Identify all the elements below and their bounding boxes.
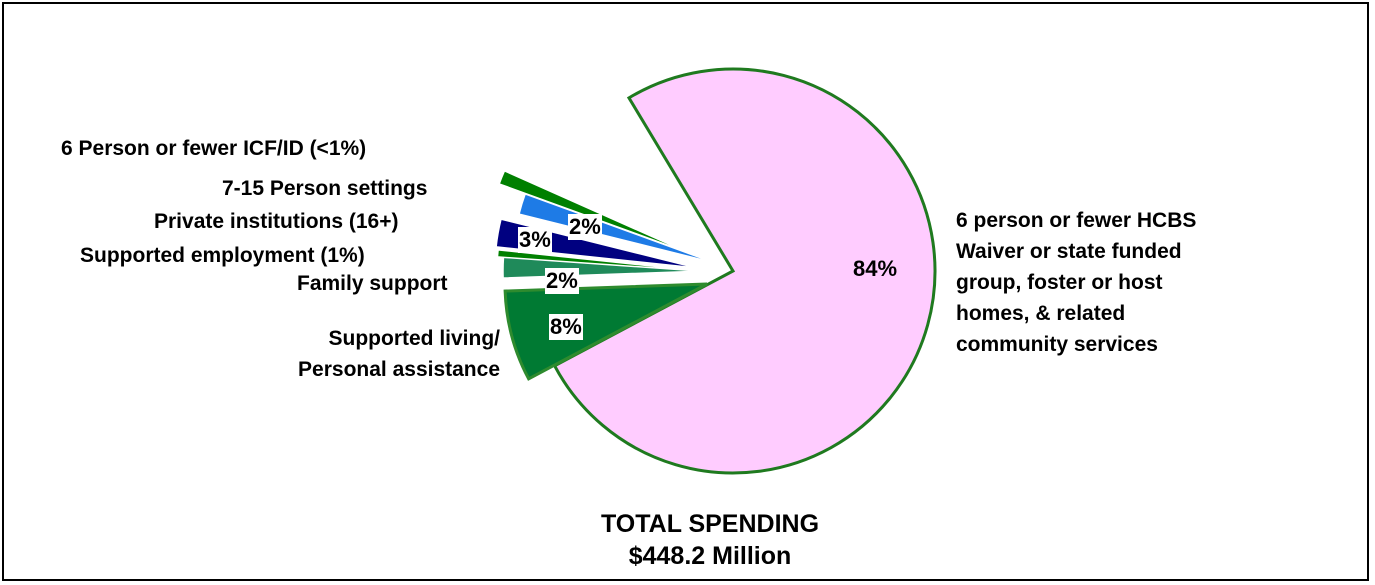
slice-icf-id	[498, 169, 690, 254]
value-label-7-15-settings: 2%	[568, 214, 602, 240]
value-label-private-institutions: 3%	[518, 227, 552, 253]
label-7-15-settings: 7-15 Person settings	[222, 177, 428, 200]
label-hcbs-line-2: Waiver or state funded	[956, 240, 1182, 263]
label-hcbs-line-5: community services	[956, 333, 1158, 356]
label-icf-id: 6 Person or fewer ICF/ID (<1%)	[61, 137, 367, 160]
label-hcbs-line-3: group, foster or host	[956, 271, 1163, 294]
chart-subtitle: $448.2 Million	[628, 542, 792, 570]
label-supported-living: Supported living/ Personal assistance	[262, 323, 500, 385]
value-label-family-support: 2%	[545, 268, 579, 294]
value-label-hcbs: 84%	[853, 256, 898, 281]
slice-hcbs	[552, 67, 937, 475]
label-hcbs: 6 person or fewer HCBS Waiver or state f…	[956, 205, 1196, 360]
chart-title: TOTAL SPENDING	[600, 510, 820, 538]
label-hcbs-line-1: 6 person or fewer HCBS	[956, 209, 1197, 232]
total-spending: TOTAL SPENDING $448.2 Million	[520, 508, 900, 572]
label-hcbs-line-4: homes, & related	[956, 302, 1126, 325]
label-supported-living-line-1: Supported living/	[328, 327, 501, 350]
slice-supported-employment	[496, 249, 700, 272]
label-supported-employment: Supported employment (1%)	[80, 244, 365, 267]
value-label-supported-living: 8%	[549, 314, 583, 340]
label-family-support: Family support	[297, 272, 448, 295]
slice-supported-living	[503, 282, 708, 381]
label-supported-living-line-2: Personal assistance	[298, 358, 500, 381]
label-private-institutions: Private institutions (16+)	[154, 210, 399, 233]
